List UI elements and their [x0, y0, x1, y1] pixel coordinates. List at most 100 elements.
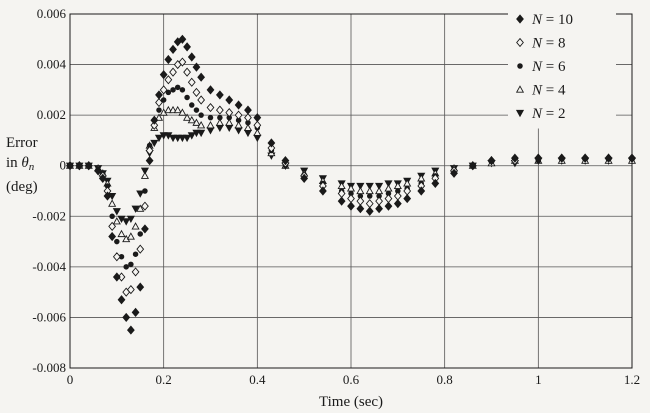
data-point — [183, 113, 192, 121]
y-tick-label: -0.002 — [32, 208, 66, 223]
y-tick-label: -0.006 — [32, 309, 66, 324]
data-point — [123, 264, 129, 270]
data-point — [178, 134, 187, 143]
data-point — [94, 166, 102, 176]
data-point — [179, 87, 186, 93]
data-point — [136, 190, 145, 198]
data-point — [375, 182, 384, 191]
data-point — [393, 199, 402, 209]
data-point — [384, 184, 393, 192]
data-point — [244, 113, 252, 123]
data-point — [356, 196, 365, 206]
data-point — [164, 105, 173, 114]
data-point — [173, 134, 182, 143]
data-point — [375, 204, 383, 214]
x-axis-title: Time (sec) — [319, 394, 383, 410]
data-point — [243, 129, 253, 138]
data-point — [169, 44, 177, 54]
data-point — [109, 213, 115, 220]
data-point — [112, 272, 121, 282]
data-point — [375, 196, 383, 206]
data-point — [145, 145, 154, 156]
data-point — [207, 114, 214, 121]
data-point — [253, 128, 262, 136]
data-point — [159, 70, 168, 80]
legend-item: N = 6 — [517, 59, 566, 75]
legend-marker — [516, 14, 524, 24]
data-point — [234, 121, 243, 129]
data-point — [384, 193, 393, 204]
data-point — [140, 171, 149, 179]
y-tick-labels: -0.008 -0.006 -0.004 -0.002 0 0.002 0.004 0.006 — [32, 6, 66, 375]
legend-item: N = 2 — [515, 106, 565, 122]
data-point — [112, 208, 121, 216]
legend-marker — [516, 37, 524, 48]
data-point — [217, 114, 223, 121]
data-point — [108, 231, 117, 242]
data-point — [356, 204, 365, 214]
plot-frame — [69, 13, 633, 369]
x-tick-label: 0 — [67, 372, 74, 387]
data-point — [234, 100, 243, 110]
data-point — [136, 204, 145, 212]
data-point — [159, 132, 168, 140]
data-point — [126, 215, 135, 224]
data-point — [346, 184, 356, 192]
data-point — [150, 115, 159, 125]
data-point — [234, 110, 243, 120]
legend-label: N = 8 — [531, 36, 565, 52]
data-point — [225, 95, 234, 105]
data-point — [267, 138, 276, 148]
legend-marker — [515, 85, 525, 93]
data-point — [253, 134, 262, 143]
y-axis-title: Error in θn (deg) — [6, 133, 38, 197]
data-point — [183, 42, 191, 52]
data-point — [193, 107, 200, 113]
data-point — [197, 121, 206, 129]
data-point — [253, 113, 262, 123]
data-point — [183, 67, 191, 77]
data-point — [142, 188, 148, 194]
data-point — [192, 129, 201, 138]
data-point — [225, 118, 234, 126]
data-point — [347, 193, 355, 204]
data-point — [84, 161, 93, 171]
data-point — [197, 95, 206, 105]
data-point — [154, 134, 164, 143]
data-point — [187, 115, 196, 124]
data-point — [253, 120, 262, 130]
data-point — [159, 85, 168, 95]
legend-item: N = 4 — [515, 83, 566, 99]
y-tick-label: 0.004 — [37, 57, 67, 72]
data-point — [184, 94, 190, 101]
series-1 — [66, 34, 636, 335]
data-point — [183, 134, 192, 143]
data-point — [178, 34, 187, 44]
data-point — [468, 161, 477, 171]
data-point — [215, 105, 224, 115]
data-point — [170, 87, 176, 93]
data-point — [192, 62, 201, 72]
data-point — [581, 153, 590, 163]
y-axis-title-line3: (deg) — [6, 179, 38, 195]
data-point — [197, 129, 206, 138]
data-point — [403, 193, 412, 204]
data-point — [206, 127, 215, 135]
data-point — [122, 218, 131, 226]
data-point — [384, 201, 393, 211]
data-point — [225, 108, 234, 118]
data-point — [141, 201, 149, 211]
data-point — [150, 120, 159, 130]
legend-label: N = 6 — [531, 59, 566, 75]
x-tick-label: 1 — [535, 372, 542, 387]
data-point — [98, 173, 107, 183]
data-point — [168, 134, 178, 143]
data-point — [155, 90, 163, 100]
x-tick-label: 0.4 — [249, 372, 266, 387]
data-point — [393, 191, 402, 201]
data-point — [192, 118, 201, 126]
legend-item: N = 8 — [516, 36, 565, 52]
data-point — [234, 127, 243, 135]
data-point — [281, 156, 290, 166]
